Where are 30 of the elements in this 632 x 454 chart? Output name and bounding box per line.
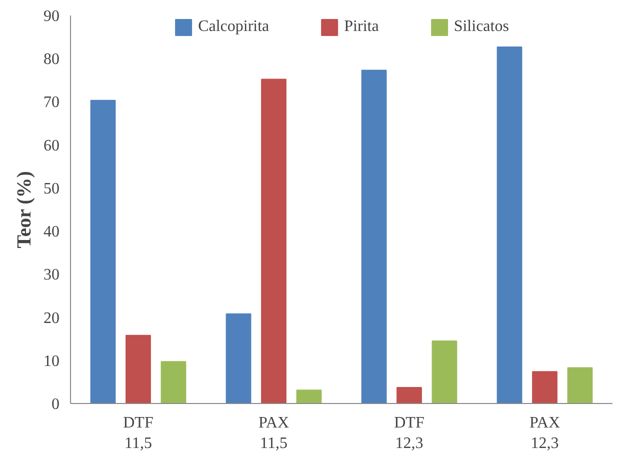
- y-tick-label: 40: [44, 224, 60, 241]
- legend-label: Calcopirita: [198, 18, 270, 36]
- y-tick-label: 20: [44, 310, 60, 327]
- y-axis-title: Teor (%): [14, 171, 36, 248]
- bar: [532, 371, 558, 404]
- y-tick-label: 70: [44, 94, 60, 112]
- y-tick-label: 30: [44, 266, 60, 284]
- y-tick-label: 80: [44, 51, 60, 68]
- y-tick-label: 50: [44, 180, 60, 198]
- legend-label: Pirita: [344, 18, 379, 36]
- bar: [496, 46, 522, 404]
- bar: [567, 367, 593, 404]
- x-tick-label: PAX 12,3: [529, 414, 560, 452]
- x-tick-label: DTF 11,5: [123, 414, 154, 452]
- x-tick-label: DTF 12,3: [394, 414, 424, 452]
- bar: [361, 70, 387, 404]
- legend-label: Silicatos: [454, 18, 509, 36]
- bar: [226, 313, 252, 404]
- bar: [90, 100, 116, 404]
- bar: [261, 78, 286, 404]
- y-tick-label: 90: [44, 8, 60, 25]
- bar: [160, 361, 186, 404]
- bar: [126, 334, 151, 404]
- y-tick-label: 0: [52, 396, 60, 413]
- bar: [396, 387, 422, 404]
- bar: [432, 340, 458, 404]
- x-tick-label: PAX 11,5: [258, 414, 290, 452]
- bar: [296, 390, 322, 404]
- y-tick-label: 10: [44, 352, 60, 370]
- y-tick-label: 60: [44, 137, 60, 154]
